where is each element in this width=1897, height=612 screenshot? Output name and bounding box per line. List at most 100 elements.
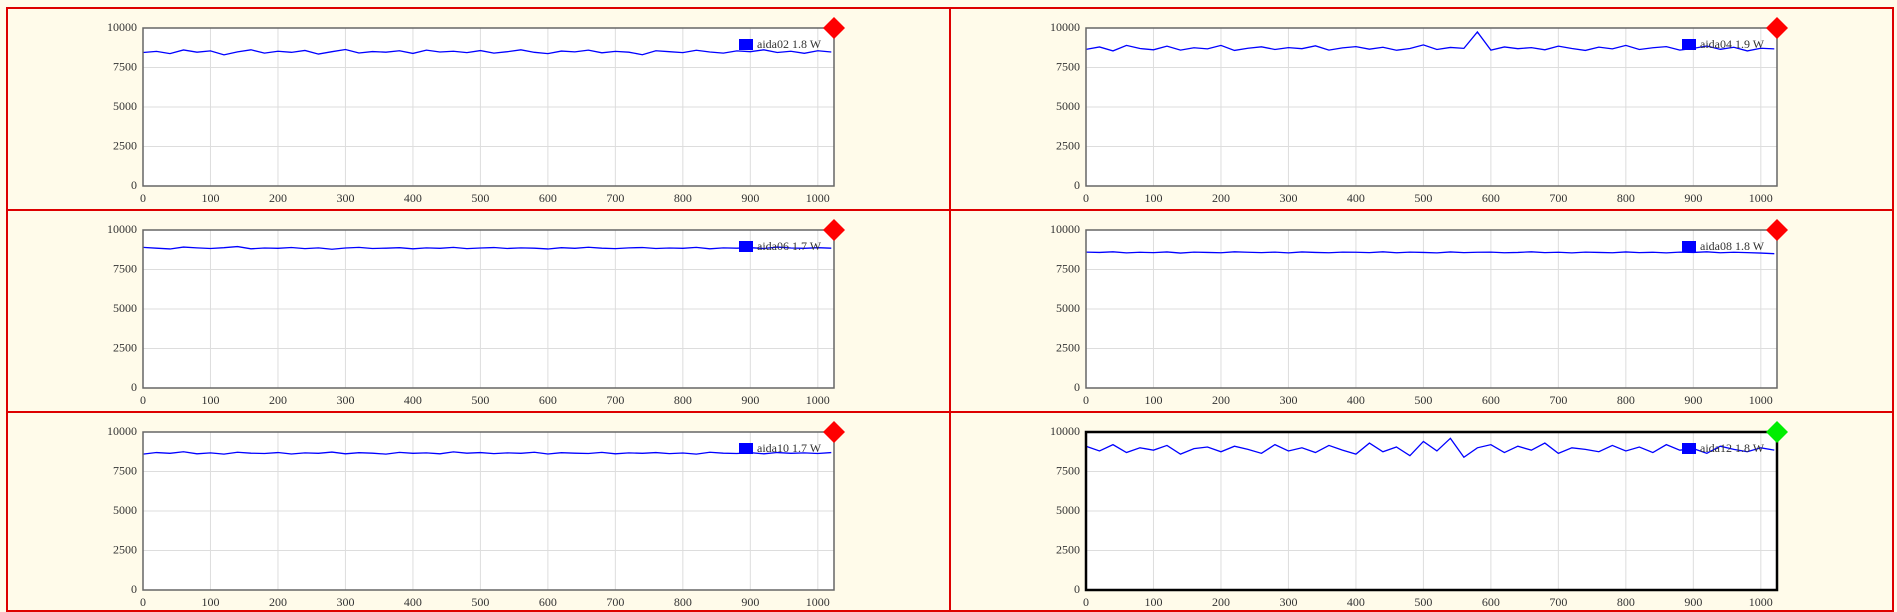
data-line	[142, 48, 832, 56]
x-tick-label: 1000	[1749, 595, 1773, 609]
y-tick-label: 5000	[113, 503, 137, 517]
x-tick-label: 0	[1083, 393, 1089, 407]
x-tick-label: 500	[1414, 191, 1432, 205]
x-tick-label: 300	[1279, 595, 1297, 609]
x-tick-label: 600	[1482, 393, 1500, 407]
y-tick-label: 2500	[113, 138, 137, 152]
x-tick-label: 200	[1212, 393, 1230, 407]
x-tick-label: 100	[1144, 393, 1162, 407]
status-indicator	[1766, 219, 1788, 241]
x-tick-label: 400	[404, 595, 422, 609]
data-line	[1085, 437, 1775, 459]
legend-swatch	[739, 39, 753, 50]
legend-label: aida04 1.9 W	[1700, 37, 1765, 51]
x-tick-label: 800	[674, 595, 692, 609]
chart: 0 2500 5000 7500 10000 0 100 200 300 400 500 600 700…	[107, 17, 845, 205]
x-tick-label: 1000	[806, 595, 830, 609]
x-tick-label: 300	[336, 595, 354, 609]
y-tick-label: 2500	[113, 340, 137, 354]
x-tick-label: 500	[471, 191, 489, 205]
legend-swatch	[739, 443, 753, 454]
x-tick-label: 300	[336, 191, 354, 205]
x-tick-label: 100	[201, 191, 219, 205]
legend-swatch	[739, 241, 753, 252]
y-tick-label: 10000	[1050, 222, 1080, 236]
x-tick-label: 0	[140, 393, 146, 407]
legend-swatch	[1682, 241, 1696, 252]
x-tick-label: 500	[471, 393, 489, 407]
y-tick-label: 7500	[113, 261, 137, 275]
y-tick-label: 5000	[113, 301, 137, 315]
y-tick-label: 5000	[1056, 99, 1080, 113]
x-tick-label: 1000	[1749, 393, 1773, 407]
status-indicator	[823, 421, 845, 443]
x-tick-label: 900	[741, 595, 759, 609]
y-tick-label: 7500	[1056, 59, 1080, 73]
y-tick-label: 10000	[107, 424, 137, 438]
y-tick-label: 10000	[107, 222, 137, 236]
x-tick-label: 200	[269, 191, 287, 205]
x-tick-label: 700	[1549, 393, 1567, 407]
chart: 0 2500 5000 7500 10000 0 100 200 300 400 500 600 700…	[1050, 219, 1788, 407]
x-tick-label: 100	[201, 393, 219, 407]
y-tick-label: 0	[131, 380, 137, 394]
x-tick-label: 900	[741, 393, 759, 407]
y-tick-label: 10000	[1050, 424, 1080, 438]
x-tick-label: 600	[1482, 191, 1500, 205]
x-tick-label: 900	[1684, 595, 1702, 609]
x-tick-label: 800	[674, 393, 692, 407]
x-tick-label: 700	[606, 191, 624, 205]
x-tick-label: 300	[336, 393, 354, 407]
x-tick-label: 600	[1482, 595, 1500, 609]
legend-swatch	[1682, 39, 1696, 50]
status-indicator	[823, 17, 845, 39]
legend-label: aida02 1.8 W	[757, 37, 822, 51]
x-tick-label: 600	[539, 191, 557, 205]
x-tick-label: 100	[1144, 595, 1162, 609]
x-tick-label: 400	[1347, 191, 1365, 205]
data-line	[142, 245, 832, 250]
chart: 0 2500 5000 7500 10000 0 100 200 300 400 500 600 700…	[1050, 17, 1788, 205]
y-tick-label: 0	[131, 178, 137, 192]
x-tick-label: 200	[1212, 595, 1230, 609]
chart: 0 2500 5000 7500 10000 0 100 200 300 400 500 600 700…	[1050, 421, 1788, 609]
x-tick-label: 600	[539, 393, 557, 407]
legend-label: aida06 1.7 W	[757, 239, 822, 253]
legend-label: aida08 1.8 W	[1700, 239, 1765, 253]
x-tick-label: 1000	[806, 191, 830, 205]
y-tick-label: 2500	[1056, 340, 1080, 354]
data-line	[1085, 30, 1775, 52]
x-tick-label: 200	[269, 595, 287, 609]
y-tick-label: 10000	[107, 20, 137, 34]
legend-swatch	[1682, 443, 1696, 454]
x-tick-label: 200	[269, 393, 287, 407]
y-tick-label: 5000	[113, 99, 137, 113]
y-tick-label: 10000	[1050, 20, 1080, 34]
x-tick-label: 400	[1347, 393, 1365, 407]
plot-frame	[142, 229, 835, 389]
x-tick-label: 800	[1617, 595, 1635, 609]
y-tick-label: 7500	[1056, 261, 1080, 275]
x-tick-label: 400	[404, 191, 422, 205]
x-tick-label: 100	[201, 595, 219, 609]
x-tick-label: 500	[1414, 393, 1432, 407]
chart: 0 2500 5000 7500 10000 0 100 200 300 400 500 600 700…	[107, 219, 845, 407]
x-tick-label: 400	[1347, 595, 1365, 609]
cell-borders	[6, 7, 1894, 612]
plot-frame	[1084, 430, 1779, 592]
x-tick-label: 900	[741, 191, 759, 205]
y-tick-label: 5000	[1056, 301, 1080, 315]
x-tick-label: 800	[1617, 393, 1635, 407]
x-tick-label: 800	[1617, 191, 1635, 205]
legend-label: aida12 1.8 W	[1700, 441, 1765, 455]
x-tick-label: 700	[1549, 191, 1567, 205]
x-tick-label: 700	[1549, 595, 1567, 609]
x-tick-label: 800	[674, 191, 692, 205]
plot-frame	[1085, 27, 1778, 187]
y-tick-label: 7500	[113, 59, 137, 73]
y-tick-label: 2500	[113, 542, 137, 556]
y-tick-label: 0	[1074, 178, 1080, 192]
x-tick-label: 200	[1212, 191, 1230, 205]
